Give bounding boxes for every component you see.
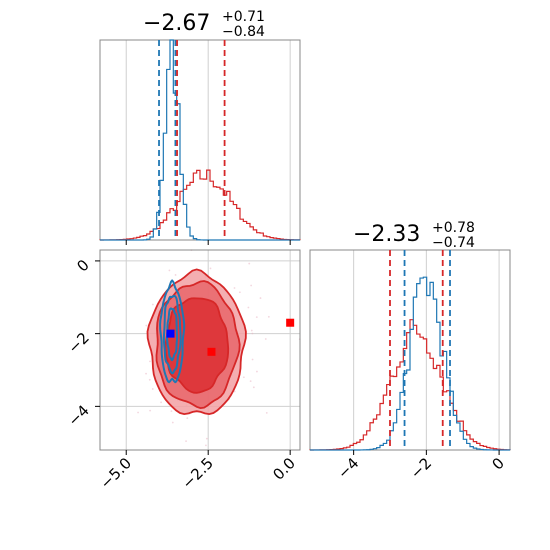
joint-scatter-point [259,297,262,299]
joint-scatter-point [233,287,236,289]
joint-scatter-point [209,267,212,270]
joint-scatter-point [170,410,173,413]
joint-frame [99,249,301,451]
joint-scatter-point [149,360,151,363]
joint-scatter-point [137,411,139,414]
param2-histogram-panel [309,249,511,455]
joint-scatter-point [255,316,258,319]
param2-y-tick-label: −4 [64,401,92,429]
joint-scatter-point [149,409,152,412]
param1-title: −2.67 +0.71 −0.84 [143,9,265,40]
joint-scatter-point [174,274,177,276]
joint-scatter-point [264,338,267,340]
joint-scatter-point [238,291,241,294]
param2-hist-series-b [309,319,511,451]
joint-marker-red [286,318,295,327]
param2-x-tick-label: 0 [488,454,507,473]
joint-scatter-point [251,332,254,335]
joint-scatter-point [251,358,254,361]
joint-scatter-point [168,269,171,272]
series-a-contour-2 [162,294,182,375]
joint-scatter-point [267,315,270,318]
param2-y-tick-label: −2 [64,329,92,357]
joint-scatter-point [247,306,250,309]
joint-scatter-point [248,262,251,265]
param2-title: −2.33 +0.78 −0.74 [353,220,475,251]
joint-contour-panel [95,249,301,455]
joint-scatter-point [256,370,258,373]
joint-marker-red [207,347,216,356]
param1-histogram-panel [99,39,301,245]
joint-scatter-point [151,388,154,390]
joint-scatter-point [250,329,253,332]
param2-title-minus: −0.74 [432,235,475,251]
joint-scatter-point [205,437,208,440]
param1-tick-label: 0.0 [269,454,299,484]
joint-scatter-point [185,440,187,443]
param1-hist-frame [99,39,301,241]
param1-tick-label: −2.5 [179,454,217,492]
param1-hist-series-a [100,39,300,241]
param2-title-median: −2.33 [353,222,420,247]
joint-scatter-point [145,372,147,375]
param2-x-tick-label: −2 [407,454,435,482]
joint-scatter-point [205,444,207,447]
joint-scatter-point [265,411,268,414]
joint-scatter-point [242,376,245,379]
tick-labels: −5.0 −2.5 0.0 −4 −2 0 −4 −2 0 [64,256,507,493]
joint-marker-blue [166,329,175,338]
joint-scatter-point [160,401,162,404]
joint-scatter-point [186,417,189,420]
param2-hist-series-a [310,276,511,451]
joint-scatter-point [233,390,236,393]
param1-title-minus: −0.84 [222,24,265,40]
param2-hist-frame [309,249,511,451]
joint-scatter-point [252,386,255,389]
joint-scatter-point [171,421,174,424]
joint-scatter-point [145,324,148,327]
param1-title-plus: +0.71 [222,9,265,25]
param2-y-tick-label: 0 [73,256,92,275]
param1-title-median: −2.67 [143,11,210,36]
joint-scatter-point [249,380,252,383]
joint-scatter-point [250,284,253,287]
param1-hist-series-b [99,169,301,241]
joint-scatter-point [148,378,151,381]
joint-scatter-point [151,303,154,306]
series-a-contour-1 [159,279,186,384]
param1-tick-label: −5.0 [97,454,135,492]
param2-title-plus: +0.78 [432,220,475,236]
param2-x-tick-label: −4 [334,454,362,482]
